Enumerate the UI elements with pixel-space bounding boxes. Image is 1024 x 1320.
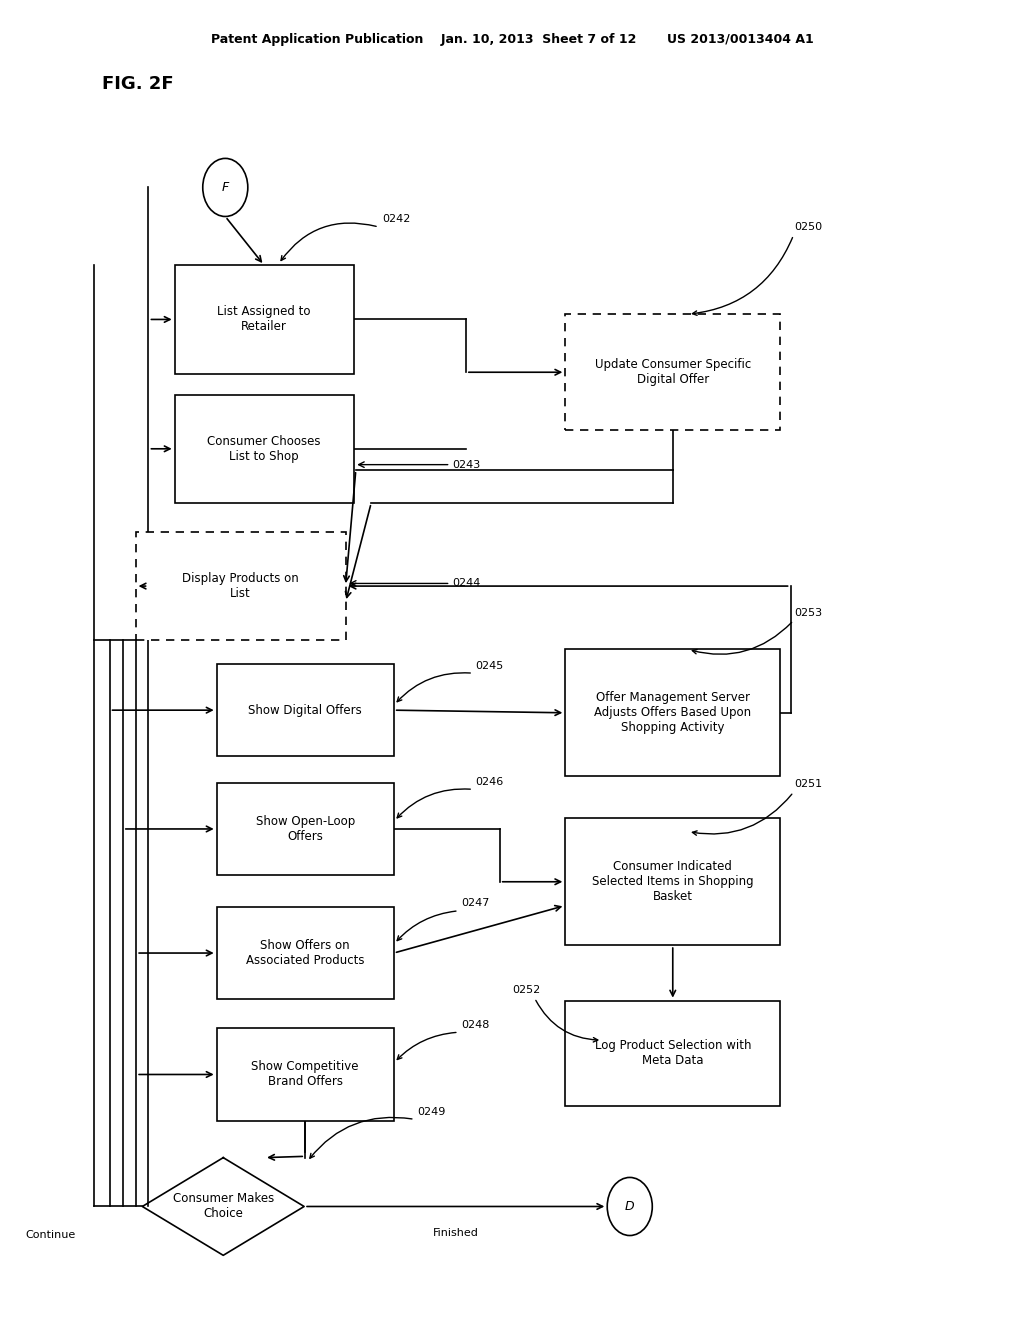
Circle shape (203, 158, 248, 216)
Bar (174, 395, 354, 503)
Text: F: F (221, 181, 229, 194)
Text: D: D (625, 1200, 635, 1213)
Text: Show Digital Offers: Show Digital Offers (248, 704, 362, 717)
Text: 0249: 0249 (417, 1106, 445, 1117)
Text: Show Open-Loop
Offers: Show Open-Loop Offers (256, 814, 354, 843)
Text: 0253: 0253 (795, 607, 822, 618)
Text: Patent Application Publication    Jan. 10, 2013  Sheet 7 of 12       US 2013/001: Patent Application Publication Jan. 10, … (211, 33, 813, 46)
Text: 0246: 0246 (475, 776, 504, 787)
Text: Show Offers on
Associated Products: Show Offers on Associated Products (246, 939, 365, 968)
Bar (217, 907, 393, 999)
Text: 0242: 0242 (382, 214, 411, 224)
Text: Consumer Makes
Choice: Consumer Makes Choice (173, 1192, 273, 1221)
Bar (565, 1001, 780, 1106)
Circle shape (607, 1177, 652, 1236)
Text: Log Product Selection with
Meta Data: Log Product Selection with Meta Data (595, 1039, 751, 1068)
Bar (217, 664, 393, 756)
Text: 0244: 0244 (453, 578, 481, 589)
Text: 0247: 0247 (461, 898, 489, 908)
Bar (135, 532, 346, 640)
Text: 0243: 0243 (453, 459, 481, 470)
Polygon shape (142, 1158, 304, 1255)
Bar (565, 649, 780, 776)
Text: 0248: 0248 (461, 1019, 489, 1030)
Bar (217, 783, 393, 875)
Text: FIG. 2F: FIG. 2F (102, 75, 174, 94)
Text: Finished: Finished (433, 1228, 478, 1238)
Text: Display Products on
List: Display Products on List (182, 572, 299, 601)
Bar (565, 314, 780, 430)
Bar (174, 265, 354, 374)
Text: Update Consumer Specific
Digital Offer: Update Consumer Specific Digital Offer (595, 358, 751, 387)
Text: Consumer Chooses
List to Shop: Consumer Chooses List to Shop (208, 434, 321, 463)
Text: List Assigned to
Retailer: List Assigned to Retailer (217, 305, 311, 334)
Text: 0250: 0250 (795, 222, 822, 232)
Text: Offer Management Server
Adjusts Offers Based Upon
Shopping Activity: Offer Management Server Adjusts Offers B… (594, 692, 752, 734)
Text: Continue: Continue (26, 1230, 76, 1241)
Text: 0252: 0252 (512, 985, 541, 995)
Text: 0251: 0251 (795, 779, 822, 789)
Bar (217, 1028, 393, 1121)
Bar (565, 818, 780, 945)
Text: Consumer Indicated
Selected Items in Shopping
Basket: Consumer Indicated Selected Items in Sho… (592, 861, 754, 903)
Text: Show Competitive
Brand Offers: Show Competitive Brand Offers (252, 1060, 358, 1089)
Text: 0245: 0245 (475, 660, 504, 671)
